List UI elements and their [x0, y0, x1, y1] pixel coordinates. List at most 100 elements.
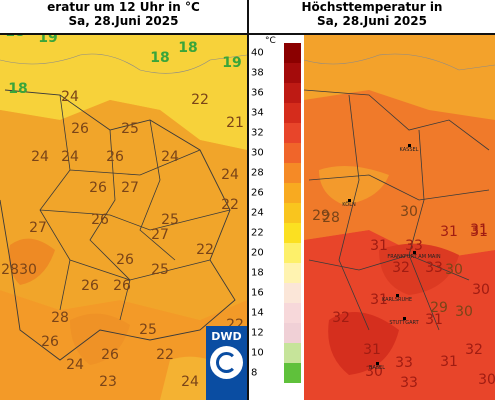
city-label: FRANKFURT AM MAIN — [387, 254, 441, 260]
legend-color-swatch — [284, 343, 301, 363]
legend-color-swatch — [284, 303, 301, 323]
legend-value-label: 34 — [251, 107, 264, 119]
left-temperature-label: 22 — [156, 347, 174, 363]
right-temperature-label: 30 — [455, 304, 473, 320]
legend-color-swatch — [284, 263, 301, 283]
right-temperature-label: 31 — [363, 342, 381, 358]
legend-value-label: 14 — [251, 307, 264, 319]
right-temperature-label: 33 — [405, 238, 423, 254]
city-label: BASEL — [369, 365, 385, 371]
left-temperature-label: 26 — [113, 278, 131, 294]
left-temperature-label: 26 — [71, 121, 89, 137]
left-temperature-label: 25 — [161, 212, 179, 228]
city-marker — [413, 251, 416, 254]
right-title-line1: Höchsttemperatur in — [301, 0, 443, 14]
left-title-line1: eratur um 12 Uhr in °C — [47, 0, 200, 14]
legend-color-swatch — [284, 123, 301, 143]
legend-color-swatch — [284, 203, 301, 223]
right-temperature-label: 30 — [365, 364, 383, 380]
city-marker — [376, 362, 379, 365]
legend-color-swatch — [284, 283, 301, 303]
left-temperature-label: 26 — [81, 278, 99, 294]
right-temperature-label: 29 — [312, 208, 330, 224]
right-temperature-label: 28 — [322, 210, 340, 226]
legend-color-swatch — [284, 363, 301, 383]
right-temperature-label: 33 — [425, 260, 443, 276]
left-temperature-label: 24 — [61, 149, 79, 165]
right-temperature-label: 32 — [465, 342, 483, 358]
right-temperature-label: 30 — [400, 204, 418, 220]
left-temperature-label: 27 — [121, 180, 139, 196]
legend-value-label: 38 — [251, 67, 264, 79]
left-temperature-label: 28 — [51, 310, 69, 326]
legend-value-label: 8 — [251, 367, 258, 379]
left-temperature-label: 19 — [222, 55, 242, 71]
left-temperature-label: 21 — [226, 115, 244, 131]
left-map-panel: eratur um 12 Uhr in °C Sa, 28.Juni 2025 … — [0, 0, 247, 400]
legend-value-label: 24 — [251, 207, 264, 219]
city-label: KASSEL — [399, 147, 419, 153]
legend-value-label: 40 — [251, 47, 264, 59]
right-temperature-label: 33 — [395, 355, 413, 371]
left-temperature-label: 27 — [29, 220, 47, 236]
panel-divider — [247, 0, 249, 400]
left-temperature-label: 18 — [150, 50, 170, 66]
city-label: KARLSRUHE — [381, 297, 413, 303]
right-map-panel: Höchsttemperatur in Sa, 28.Juni 2025 40 3… — [249, 0, 495, 400]
legend-color-swatch — [284, 63, 301, 83]
city-label: KÖLN — [342, 202, 356, 208]
temperature-color-legend: 40 38 36 34 32 30 28 26 24 22 20 18 16 14 12 10 8 °C — [249, 35, 304, 400]
right-temperature-label: 32 — [332, 310, 350, 326]
legend-value-label: 12 — [251, 327, 264, 339]
left-temperature-label: 23 — [99, 374, 117, 390]
legend-color-swatch — [284, 223, 301, 243]
legend-unit: °C — [265, 36, 276, 46]
legend-color-swatch — [284, 243, 301, 263]
left-temperature-label: 24 — [181, 374, 199, 390]
left-temperature-label: 26 — [91, 212, 109, 228]
legend-value-label: 20 — [251, 247, 264, 259]
right-temperature-label: 31 — [440, 354, 458, 370]
right-title-line2: Sa, 28.Juni 2025 — [317, 14, 427, 28]
legend-color-swatch — [284, 163, 301, 183]
dwd-logo-text: DWD — [211, 330, 242, 343]
right-temperature-label: 31 — [440, 224, 458, 240]
right-temperature-label: 30 — [445, 262, 463, 278]
left-temperature-label: 25 — [151, 262, 169, 278]
left-temperature-label: 25 — [121, 121, 139, 137]
left-temperature-label: 27 — [151, 227, 169, 243]
dwd-logo-swirl-icon — [216, 352, 237, 373]
city-marker — [408, 144, 411, 147]
right-temperature-label: 30 — [472, 282, 490, 298]
left-temperature-label: 22 — [221, 197, 239, 213]
right-temperature-label: 31 — [470, 222, 488, 238]
city-marker — [396, 294, 399, 297]
left-temperature-label: 22 — [196, 242, 214, 258]
legend-value-label: 36 — [251, 87, 264, 99]
legend-value-label: 28 — [251, 167, 264, 179]
legend-color-swatch — [284, 323, 301, 343]
right-temperature-label: 31 — [425, 312, 443, 328]
left-temperature-label: 24 — [221, 167, 239, 183]
left-map-title: eratur um 12 Uhr in °C Sa, 28.Juni 2025 — [0, 0, 247, 35]
left-temperature-label: 26 — [41, 334, 59, 350]
dwd-logo: DWD — [206, 326, 247, 400]
left-temperature-label: 18 — [178, 40, 198, 56]
left-temperature-label: 26 — [106, 149, 124, 165]
left-temperature-label: 30 — [19, 262, 37, 278]
right-temperature-label: 33 — [400, 375, 418, 391]
legend-color-swatch — [284, 43, 301, 63]
legend-value-label: 16 — [251, 287, 264, 299]
left-temperature-label: 24 — [61, 89, 79, 105]
right-temperature-label: 31 — [470, 224, 488, 240]
legend-value-label: 22 — [251, 227, 264, 239]
right-map-title: Höchsttemperatur in Sa, 28.Juni 2025 — [249, 0, 495, 35]
legend-color-swatch — [284, 83, 301, 103]
left-temperature-label: 24 — [31, 149, 49, 165]
left-temperature-label: 26 — [116, 252, 134, 268]
legend-value-label: 26 — [251, 187, 264, 199]
city-marker — [348, 199, 351, 202]
city-marker — [403, 317, 406, 320]
legend-value-label: 10 — [251, 347, 264, 359]
legend-value-label: 18 — [251, 267, 264, 279]
